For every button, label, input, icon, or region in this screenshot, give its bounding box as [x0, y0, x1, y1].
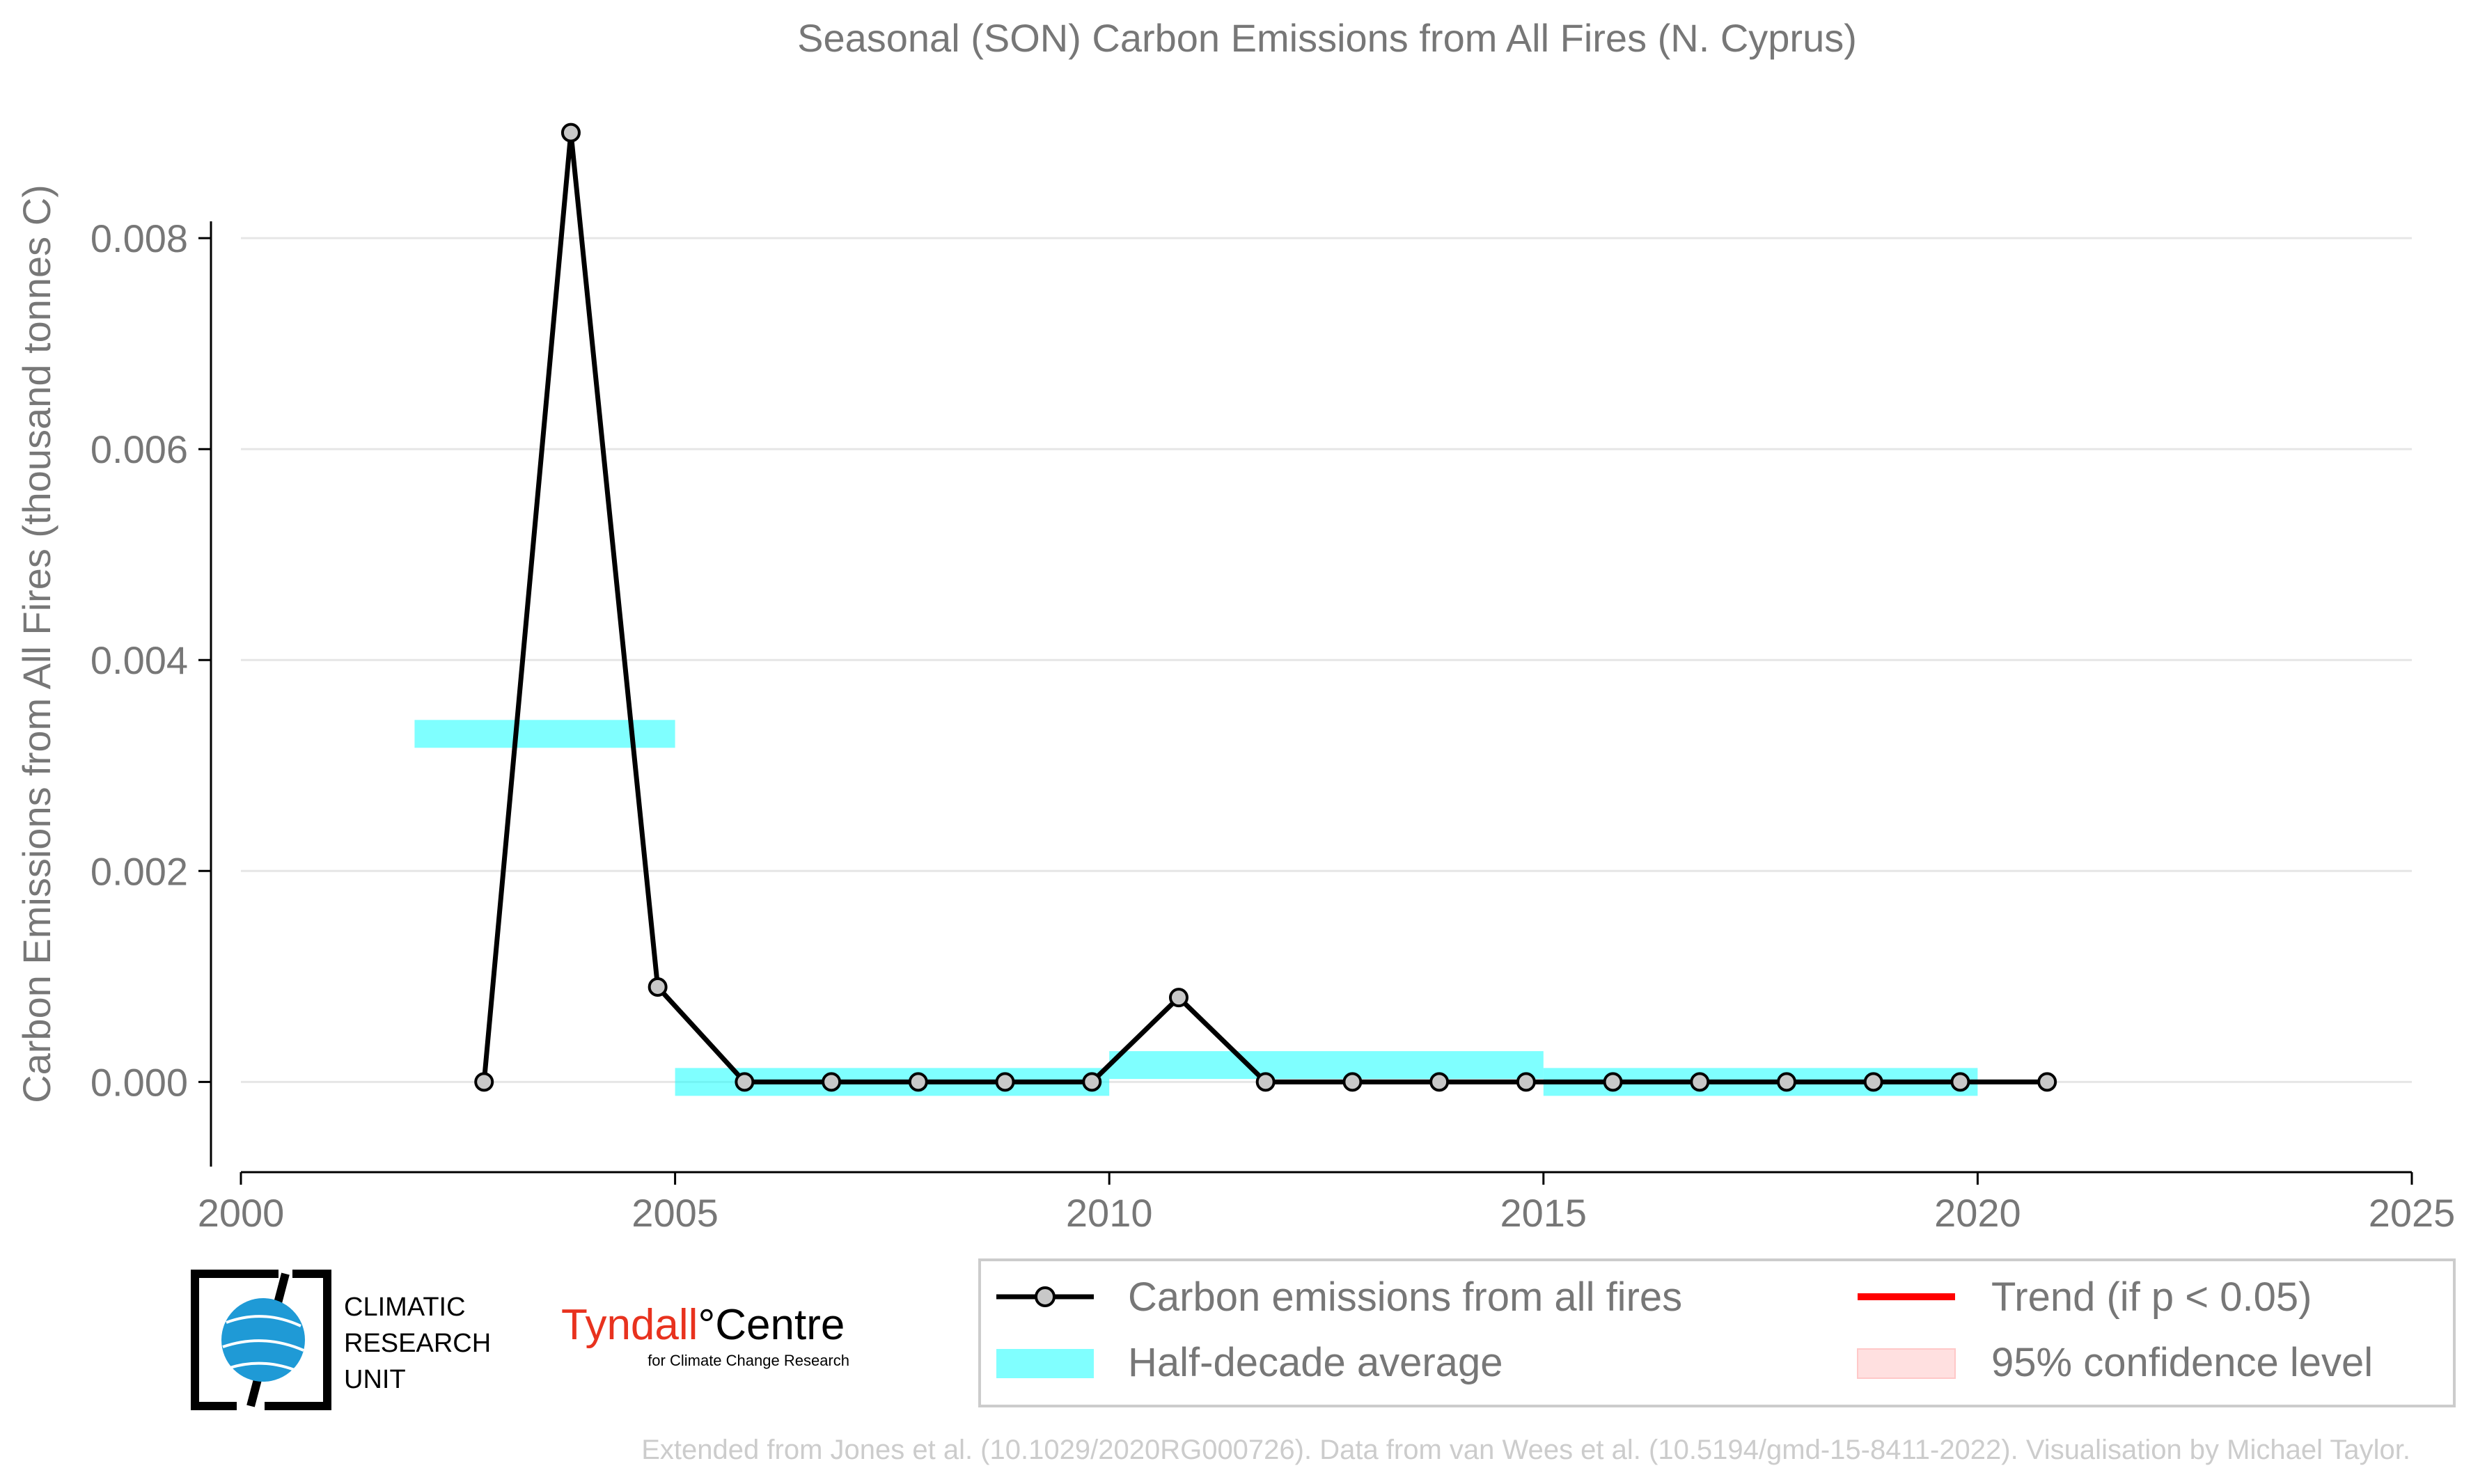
series-line	[481, 130, 2048, 1084]
legend-label-half-decade: Half-decade average	[1128, 1340, 1503, 1385]
data-point	[1255, 1072, 1276, 1092]
axis-ticks: 0.000 0.002 0.004 0.006 0.008 2000 2005 2010 201…	[91, 216, 2455, 1235]
y-tick-label: 0.000	[91, 1060, 188, 1104]
data-point	[1603, 1072, 1623, 1092]
series-line-layer	[481, 130, 2048, 1084]
data-point	[648, 977, 668, 997]
data-point	[822, 1072, 842, 1092]
globe-lines	[222, 1315, 304, 1373]
tyndall-centre: °Centre	[698, 1301, 845, 1349]
cru-text-line1: CLIMATIC	[344, 1293, 466, 1322]
legend-swatch-half-decade	[996, 1349, 1094, 1378]
y-tick-label: 0.008	[91, 216, 188, 260]
cru-bracket-left	[191, 1270, 279, 1410]
half-decade-bar	[1109, 1051, 1544, 1080]
data-point	[1777, 1072, 1797, 1092]
x-tick-label: 2010	[1066, 1191, 1153, 1235]
half-decade-bar	[414, 720, 675, 748]
data-point	[1516, 1072, 1536, 1092]
cru-text-line3: UNIT	[344, 1365, 406, 1394]
data-point	[1168, 988, 1189, 1008]
data-point	[908, 1072, 928, 1092]
legend-label-emissions: Carbon emissions from all fires	[1128, 1274, 1682, 1320]
y-tick-label: 0.002	[91, 849, 188, 893]
x-tick-label: 2000	[198, 1191, 285, 1235]
data-point	[1342, 1072, 1363, 1092]
data-point	[474, 1072, 494, 1092]
y-tick-label: 0.006	[91, 427, 188, 471]
legend-swatch-emissions-marker	[1035, 1286, 1056, 1307]
data-point	[1082, 1072, 1102, 1092]
cru-bracket-right	[265, 1270, 331, 1410]
data-point	[1950, 1072, 1970, 1092]
tyndall-main: Tyndall	[561, 1301, 698, 1349]
y-axis-label: Carbon Emissions from All Fires (thousan…	[15, 184, 58, 1103]
footer-credit: Extended from Jones et al. (10.1029/2020…	[641, 1435, 2410, 1465]
tyndall-text: Tyndall°Centre	[561, 1301, 845, 1349]
legend-swatch-confidence	[1857, 1348, 1956, 1379]
data-point	[995, 1072, 1015, 1092]
tyndall-logo: Tyndall°Centre for Climate Change Resear…	[561, 1301, 849, 1369]
legend-label-confidence: 95% confidence level	[1991, 1340, 2373, 1385]
legend: Carbon emissions from all fires Trend (i…	[978, 1258, 2456, 1407]
legend-label-trend: Trend (if p < 0.05)	[1991, 1274, 2312, 1320]
x-tick-label: 2015	[1500, 1191, 1587, 1235]
data-point	[1863, 1072, 1883, 1092]
data-point	[1429, 1072, 1450, 1092]
chart-title: Seasonal (SON) Carbon Emissions from All…	[797, 16, 1857, 60]
y-tick-label: 0.004	[91, 638, 188, 682]
x-tick-label: 2020	[1934, 1191, 2021, 1235]
x-tick-label: 2025	[2369, 1191, 2456, 1235]
data-point	[560, 123, 581, 143]
cru-logo: CLIMATIC RESEARCH UNIT	[191, 1270, 491, 1410]
data-point	[1690, 1072, 1710, 1092]
series-marker-layer	[474, 123, 2057, 1092]
data-point	[2037, 1072, 2057, 1092]
x-tick-label: 2005	[632, 1191, 719, 1235]
grid-lines	[241, 237, 2412, 1083]
data-point	[735, 1072, 755, 1092]
legend-frame	[978, 1258, 2456, 1407]
cru-text-line2: RESEARCH	[344, 1329, 491, 1358]
tyndall-subtitle: for Climate Change Research	[648, 1352, 849, 1369]
